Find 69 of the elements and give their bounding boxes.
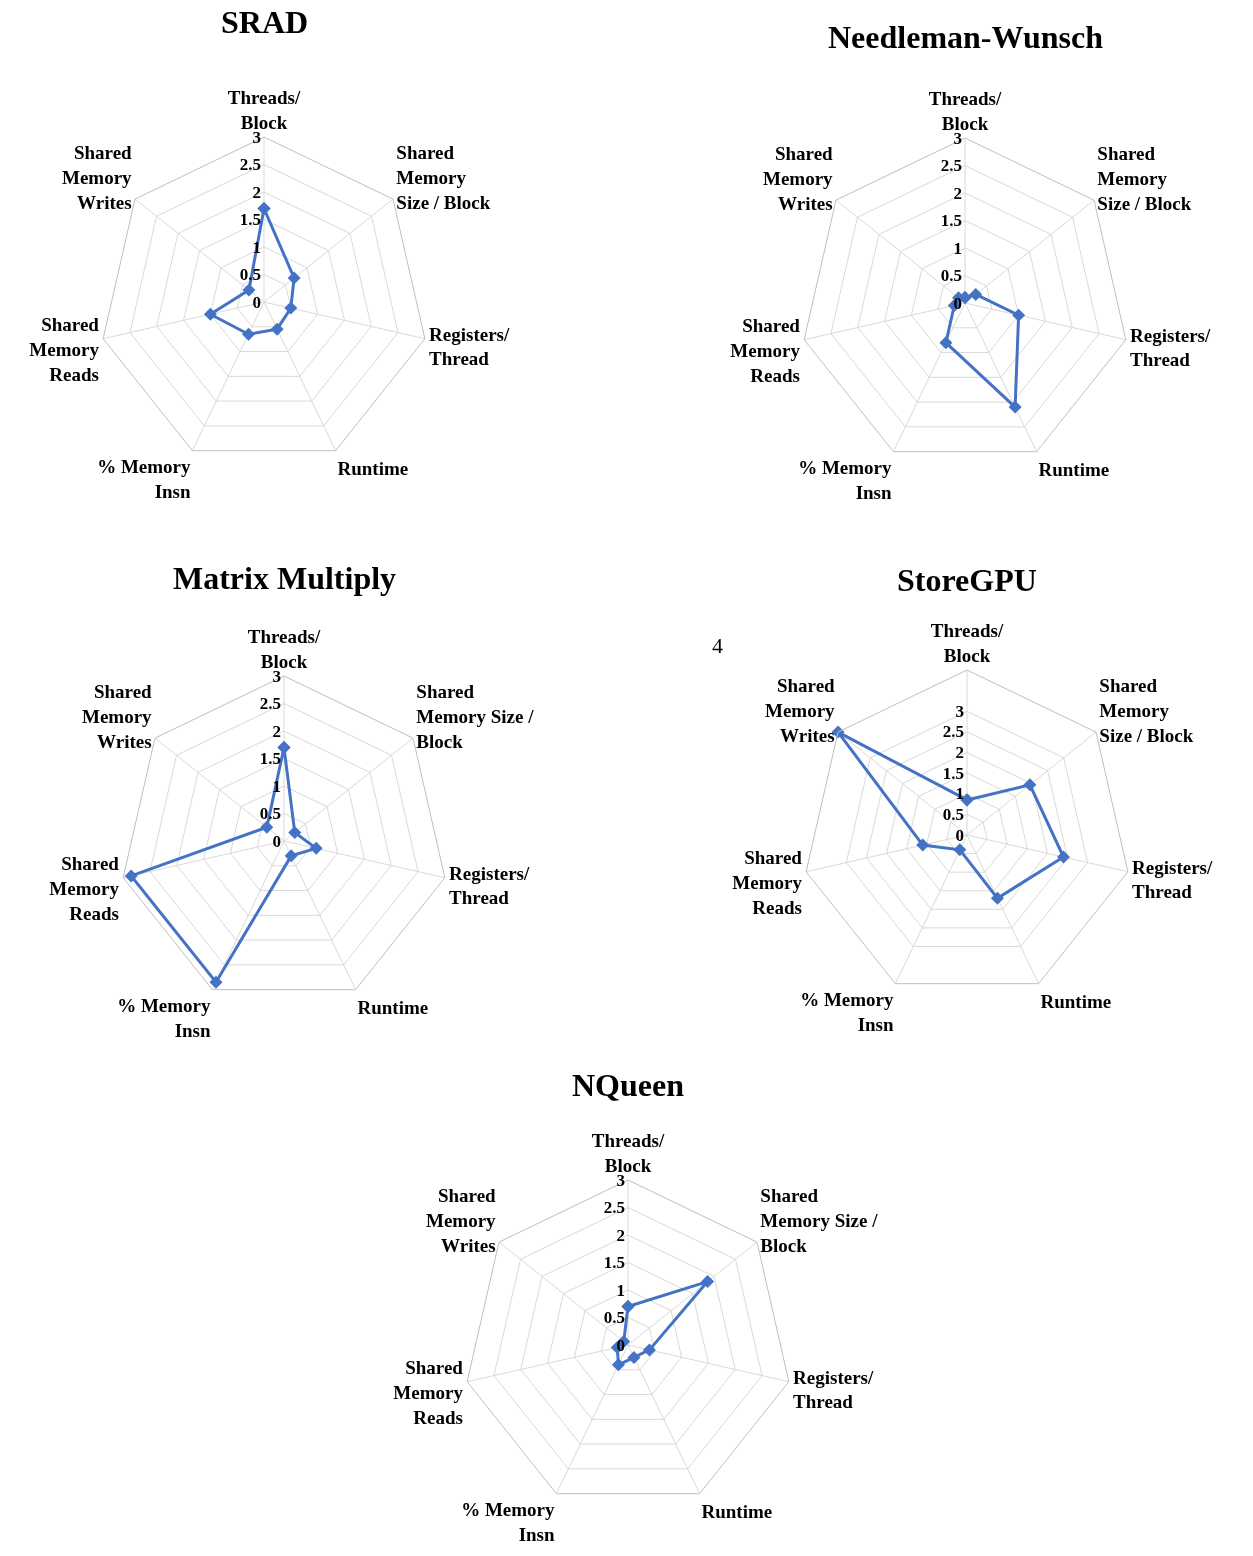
y-tick-label: 0.5 [603,1308,625,1328]
spoke-label: Shared Memory Reads [29,314,100,385]
chart-title: NQueen [572,1067,685,1103]
y-tick-label: 3 [955,701,964,721]
spoke-label: % Memory Insn [800,989,895,1036]
spoke-label: Registers/ Thread [449,862,530,909]
y-tick-label: 1.5 [603,1253,625,1273]
spoke-label: Threads/ Block [591,1130,665,1176]
spoke-label: Shared Memory Writes [763,143,834,214]
y-tick-label: 0 [953,293,962,313]
spoke-label: Runtime [337,457,409,479]
y-tick-label: 2.5 [259,694,281,714]
chart-title: SRAD [221,4,309,40]
y-tick-label: 2 [272,721,281,741]
y-tick-label: 0 [616,1335,625,1355]
y-tick-label: 2 [252,182,261,202]
chart-title: Matrix Multiply [173,560,397,596]
spoke-label: Runtime [701,1500,773,1522]
y-tick-label: 2 [616,1225,625,1245]
y-tick-label: 0.5 [942,804,964,824]
spoke-label: % Memory Insn [117,995,212,1042]
spoke-label: Threads/ Block [227,87,301,133]
chart-title: Needleman-Wunsch [828,19,1104,55]
y-tick-label: 1 [252,237,261,257]
y-tick-label: 1.5 [259,749,281,769]
spoke-label: Shared Memory Size / Block [396,142,491,213]
y-tick-label: 0.5 [940,266,962,286]
spoke-label: Shared Memory Size / Block [1097,143,1192,214]
spoke-label: Shared Memory Reads [732,847,803,918]
y-tick-label: 1.5 [942,763,964,783]
chart-title: StoreGPU [897,562,1037,598]
spoke-label: Shared Memory Writes [765,675,836,746]
spoke-label: Runtime [1038,458,1110,480]
spoke-label: Shared Memory Size / Block [416,681,535,752]
spoke-label: Runtime [1040,990,1112,1012]
spoke-label: Shared Memory Reads [49,853,120,924]
spoke-label: Shared Memory Writes [62,142,133,213]
spoke-label: % Memory Insn [461,1499,556,1546]
y-tick-label: 2.5 [942,722,964,742]
spoke-label: % Memory Insn [97,456,192,503]
spoke-label: Threads/ Block [928,88,1002,134]
spoke-label: Threads/ Block [930,620,1004,666]
y-tick-label: 2 [953,183,962,203]
y-tick-label: 2 [955,743,964,763]
spoke-label: Registers/ Thread [1132,856,1213,903]
spoke-label: Registers/ Thread [1130,324,1211,371]
y-tick-label: 1 [616,1280,625,1300]
y-tick-label: 2.5 [239,155,261,175]
spoke-label: Shared Memory Reads [730,315,801,386]
y-tick-label: 0 [272,831,281,851]
spoke-label: Runtime [357,996,429,1018]
y-tick-label: 2.5 [603,1198,625,1218]
spoke-label: Registers/ Thread [429,323,510,370]
y-tick-label: 1 [953,238,962,258]
spoke-label: Shared Memory Size / Block [760,1185,879,1256]
spoke-label: Shared Memory Writes [426,1185,497,1256]
y-tick-label: 0 [252,292,261,312]
spoke-label: Threads/ Block [247,626,321,672]
y-tick-label: 2.5 [940,156,962,176]
spoke-label: Shared Memory Reads [393,1357,464,1428]
text: 4 [712,633,723,658]
y-tick-label: 1.5 [940,211,962,231]
y-tick-label: 0 [955,825,964,845]
spoke-label: Shared Memory Writes [82,681,153,752]
spoke-label: Registers/ Thread [793,1366,874,1413]
spoke-label: Shared Memory Size / Block [1099,675,1194,746]
y-tick-label: 1 [272,776,281,796]
spoke-label: % Memory Insn [798,457,893,504]
y-tick-label: 1.5 [239,210,261,230]
